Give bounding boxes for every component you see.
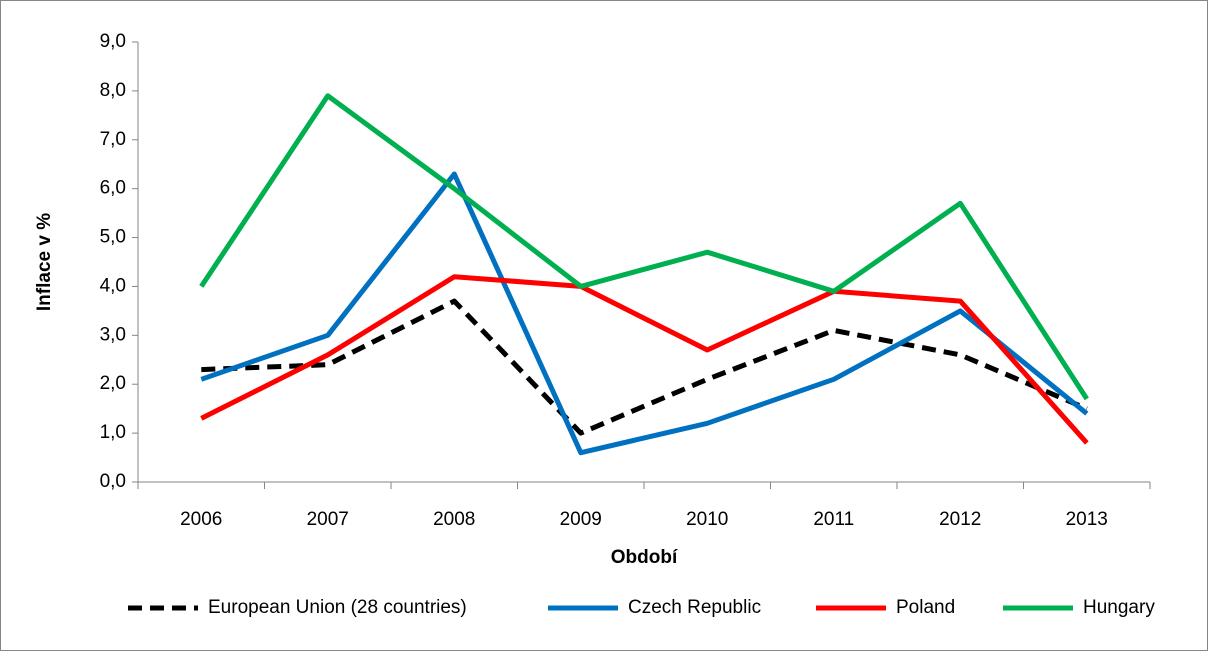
legend-label: Poland <box>896 597 955 618</box>
legend-label: Czech Republic <box>628 597 761 618</box>
legend-label: European Union (28 countries) <box>208 597 467 618</box>
x-tick-label: 2012 <box>939 509 981 530</box>
y-tick-label: 8,0 <box>100 80 126 101</box>
x-tick-label: 2007 <box>307 509 349 530</box>
line-series <box>200 171 1089 456</box>
line-series <box>201 298 1088 436</box>
line-series <box>199 93 1089 401</box>
x-axis-title: Období <box>611 547 678 568</box>
y-tick-label: 0,0 <box>100 471 126 492</box>
legend-label: Hungary <box>1083 597 1155 618</box>
x-tick-label: 2010 <box>686 509 728 530</box>
y-axis-title: Inflace v % <box>34 213 55 311</box>
y-tick-label: 7,0 <box>100 129 126 150</box>
x-tick-label: 2008 <box>433 509 475 530</box>
y-tick-label: 5,0 <box>100 227 126 248</box>
y-tick-label: 1,0 <box>100 422 126 443</box>
y-tick-label: 4,0 <box>100 275 126 296</box>
y-tick-label: 3,0 <box>100 324 126 345</box>
y-tick-label: 2,0 <box>100 373 126 394</box>
y-tick-label: 6,0 <box>100 178 126 199</box>
x-tick-label: 2011 <box>813 509 854 530</box>
x-tick-label: 2009 <box>560 509 602 530</box>
x-tick-label: 2013 <box>1066 509 1108 530</box>
y-tick-label: 9,0 <box>100 31 126 52</box>
line-series <box>200 274 1089 445</box>
x-tick-label: 2006 <box>180 509 222 530</box>
